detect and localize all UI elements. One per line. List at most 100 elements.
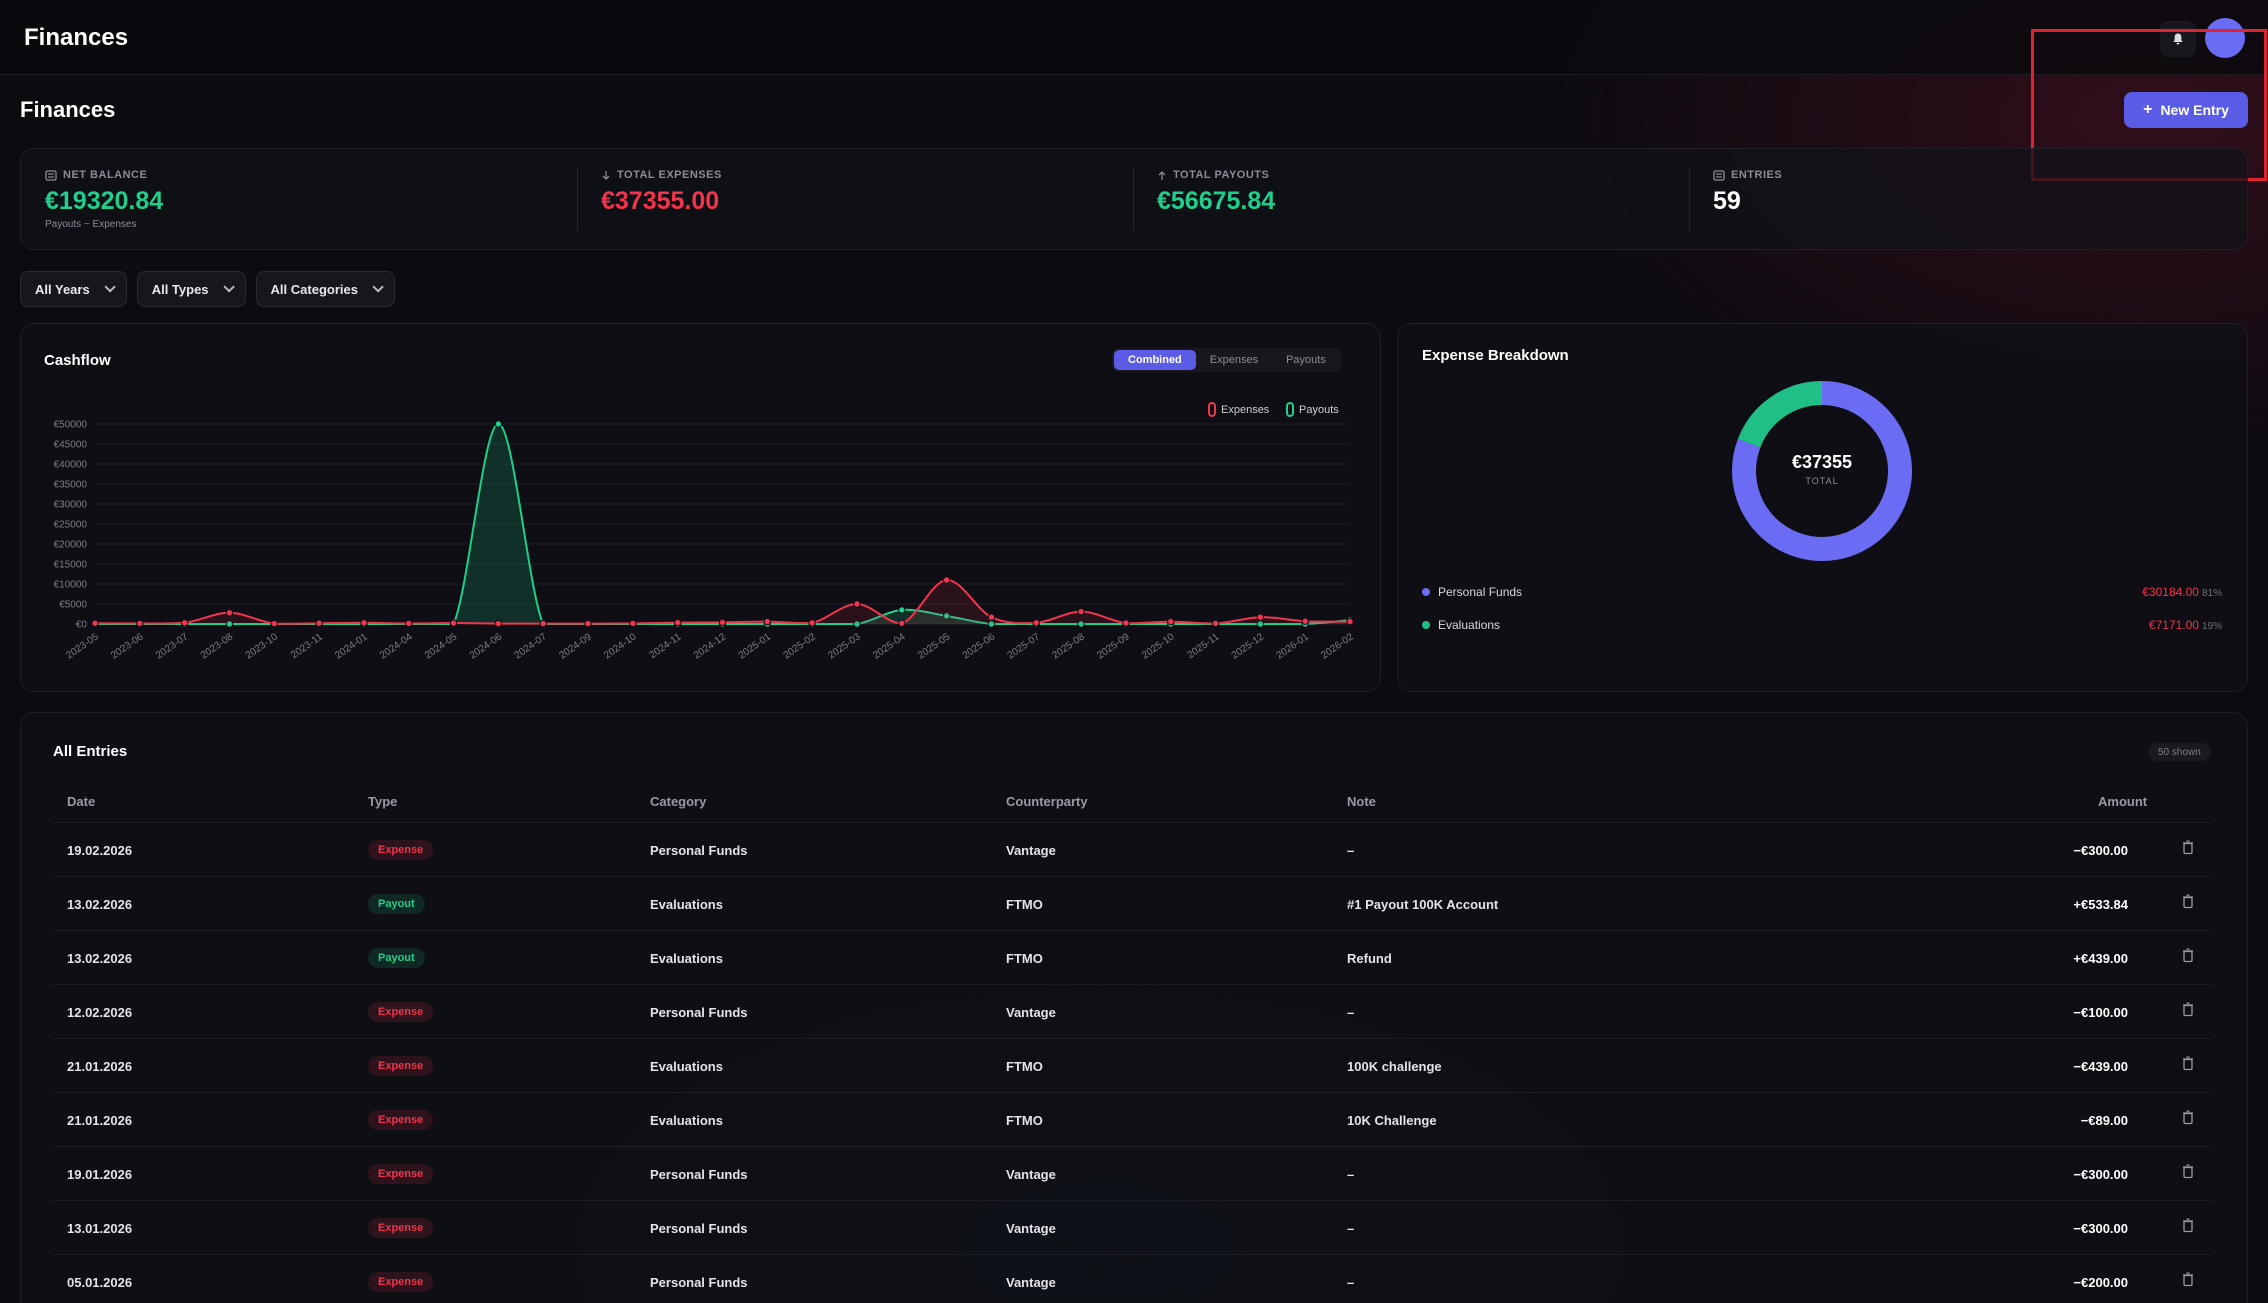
x-tick-label: 2025-03 bbox=[826, 631, 863, 661]
tab-payouts[interactable]: Payouts bbox=[1286, 354, 1326, 366]
categories-filter[interactable]: All Categories bbox=[255, 271, 395, 307]
cell-counterparty: Vantage bbox=[1006, 1005, 1056, 1020]
breakdown-item-name: Evaluations bbox=[1438, 618, 1501, 632]
column-note[interactable]: Note bbox=[1347, 794, 1376, 809]
cell-note: – bbox=[1347, 1221, 1355, 1236]
table-row[interactable]: 21.01.2026 Expense Evaluations FTMO 100K cha… bbox=[52, 1038, 2212, 1092]
column-amount[interactable]: Amount bbox=[2098, 794, 2148, 809]
trash-icon[interactable] bbox=[2182, 840, 2194, 855]
trash-icon[interactable] bbox=[2182, 1002, 2194, 1017]
column-date[interactable]: Date bbox=[67, 794, 96, 809]
years-filter-label: All Years bbox=[35, 281, 90, 297]
avatar[interactable] bbox=[2205, 18, 2245, 58]
cell-amount: −€300.00 bbox=[2073, 843, 2128, 858]
x-tick-label: 2025-09 bbox=[1095, 631, 1132, 661]
arrow-down-icon bbox=[602, 170, 610, 180]
trash-icon[interactable] bbox=[2182, 1218, 2194, 1233]
cell-counterparty: FTMO bbox=[1006, 897, 1043, 912]
notifications-button[interactable] bbox=[2160, 21, 2196, 57]
stat-total-payouts: TOTAL PAYOUTS €56675.84 bbox=[1133, 149, 1689, 249]
stat-label: NET BALANCE bbox=[63, 169, 148, 181]
cashflow-title: Cashflow bbox=[44, 352, 111, 369]
x-tick-label: 2025-07 bbox=[1006, 631, 1043, 661]
new-entry-button[interactable]: + New Entry bbox=[2124, 92, 2248, 128]
breakdown-title: Expense Breakdown bbox=[1422, 347, 1569, 364]
cell-counterparty: Vantage bbox=[1006, 1221, 1056, 1236]
categories-filter-label: All Categories bbox=[270, 281, 358, 297]
data-point-payouts bbox=[898, 606, 906, 614]
data-point-expenses bbox=[91, 619, 99, 627]
cell-category: Evaluations bbox=[650, 951, 723, 966]
legend-expenses[interactable]: Expenses bbox=[1208, 402, 1269, 417]
x-tick-label: 2025-01 bbox=[737, 631, 774, 661]
types-filter[interactable]: All Types bbox=[136, 271, 246, 307]
data-point-expenses bbox=[315, 619, 323, 627]
type-badge: Expense bbox=[368, 1164, 434, 1184]
table-row[interactable]: 12.02.2026 Expense Personal Funds Vantage – −… bbox=[52, 984, 2212, 1038]
cell-amount: −€300.00 bbox=[2073, 1167, 2128, 1182]
breakdown-item: Evaluations €7171.00 19% bbox=[1422, 616, 2222, 636]
table-row[interactable]: 05.01.2026 Expense Personal Funds Vantage – −… bbox=[52, 1254, 2212, 1303]
stat-entries: ENTRIES 59 bbox=[1689, 149, 2245, 249]
table-row[interactable]: 19.01.2026 Expense Personal Funds Vantage – −… bbox=[52, 1146, 2212, 1200]
trash-icon[interactable] bbox=[2182, 894, 2194, 909]
cell-note: 100K challenge bbox=[1347, 1059, 1442, 1074]
data-point-payouts bbox=[942, 612, 951, 620]
legend-swatch bbox=[1208, 402, 1216, 417]
cell-amount: −€200.00 bbox=[2073, 1275, 2128, 1290]
trash-icon[interactable] bbox=[2182, 948, 2194, 963]
table-row[interactable]: 13.01.2026 Expense Personal Funds Vantage – −… bbox=[52, 1200, 2212, 1254]
trash-icon[interactable] bbox=[2182, 1164, 2194, 1179]
data-point-expenses bbox=[1346, 617, 1354, 626]
x-tick-label: 2024-10 bbox=[602, 631, 639, 661]
column-counterparty[interactable]: Counterparty bbox=[1006, 794, 1088, 809]
cell-amount: −€300.00 bbox=[2073, 1221, 2128, 1236]
stat-label: TOTAL EXPENSES bbox=[617, 169, 722, 181]
cell-amount: −€89.00 bbox=[2080, 1113, 2128, 1128]
bell-icon bbox=[2173, 33, 2183, 45]
data-point-payouts bbox=[1077, 620, 1085, 628]
breakdown-item-name: Personal Funds bbox=[1438, 585, 1523, 599]
x-tick-label: 2023-07 bbox=[154, 631, 191, 661]
legend-payouts[interactable]: Payouts bbox=[1286, 402, 1339, 417]
cell-note: – bbox=[1347, 1275, 1355, 1290]
cell-counterparty: Vantage bbox=[1006, 843, 1056, 858]
breakdown-item: Personal Funds €30184.00 81% bbox=[1422, 583, 2222, 603]
data-point-expenses bbox=[1301, 617, 1309, 625]
table-row[interactable]: 19.02.2026 Expense Personal Funds Vantage – −… bbox=[52, 822, 2212, 876]
tab-expenses[interactable]: Expenses bbox=[1209, 354, 1259, 366]
cell-note: #1 Payout 100K Account bbox=[1347, 897, 1499, 912]
y-tick-label: €35000 bbox=[54, 480, 88, 491]
x-tick-label: 2026-02 bbox=[1319, 631, 1356, 661]
data-point-expenses bbox=[942, 576, 951, 584]
table-row[interactable]: 21.01.2026 Expense Evaluations FTMO 10K Chal… bbox=[52, 1092, 2212, 1146]
data-point-expenses bbox=[494, 619, 503, 628]
wallet-icon bbox=[45, 169, 57, 181]
cell-counterparty: FTMO bbox=[1006, 951, 1043, 966]
column-category[interactable]: Category bbox=[650, 794, 707, 809]
cell-note: – bbox=[1347, 1005, 1355, 1020]
y-tick-label: €20000 bbox=[54, 540, 88, 551]
x-tick-label: 2025-12 bbox=[1230, 631, 1267, 661]
cell-date: 13.01.2026 bbox=[67, 1221, 133, 1236]
table-row[interactable]: 13.02.2026 Payout Evaluations FTMO #1 Payout… bbox=[52, 876, 2212, 930]
x-tick-label: 2026-01 bbox=[1275, 631, 1312, 661]
data-point-expenses bbox=[449, 619, 458, 627]
table-row[interactable]: 13.02.2026 Payout Evaluations FTMO Refund +€4… bbox=[52, 930, 2212, 984]
column-type[interactable]: Type bbox=[368, 794, 398, 809]
type-badge: Expense bbox=[368, 840, 434, 860]
data-point-expenses bbox=[718, 618, 727, 627]
cell-counterparty: Vantage bbox=[1006, 1275, 1056, 1290]
type-badge: Expense bbox=[368, 1110, 434, 1130]
trash-icon[interactable] bbox=[2182, 1272, 2194, 1287]
chevron-down-icon bbox=[104, 281, 116, 293]
trash-icon[interactable] bbox=[2182, 1056, 2194, 1071]
type-badge: Expense bbox=[368, 1056, 434, 1076]
trash-icon[interactable] bbox=[2182, 1110, 2194, 1125]
app-title: Finances bbox=[24, 24, 129, 51]
x-tick-label: 2025-05 bbox=[916, 631, 953, 661]
tab-combined[interactable]: Combined bbox=[1114, 350, 1196, 370]
y-tick-label: €40000 bbox=[54, 460, 88, 471]
cell-amount: +€533.84 bbox=[2073, 897, 2128, 912]
years-filter[interactable]: All Years bbox=[20, 271, 127, 307]
